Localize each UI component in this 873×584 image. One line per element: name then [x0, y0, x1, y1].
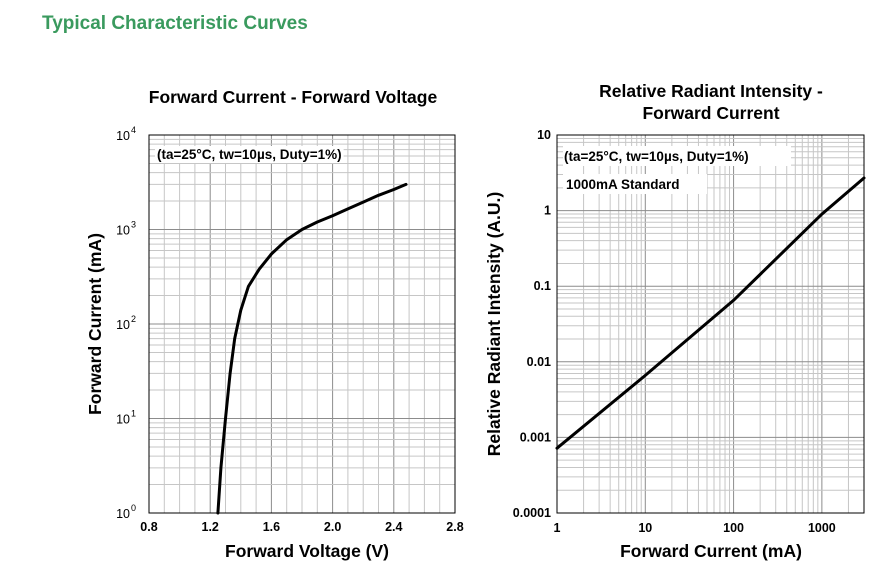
chart1-y-tick-label: 10	[116, 413, 130, 427]
chart1-y-tick-label: 10	[116, 507, 130, 521]
chart1-y-axis-label: Forward Current (mA)	[85, 233, 105, 415]
chart1-annotation: (ta=25°C, tw=10µs, Duty=1%)	[157, 147, 342, 162]
chart1-x-tick-label: 2.4	[385, 520, 402, 534]
chart2-title-line-1: Relative Radiant Intensity -	[599, 81, 823, 101]
chart2-x-tick-label: 10	[638, 521, 652, 535]
chart2-y-tick-label: 10	[537, 128, 551, 142]
chart1-y-tick-exponent: 4	[131, 125, 136, 135]
chart1-series-line	[216, 182, 408, 515]
chart1-y-tick-label: 10	[116, 129, 130, 143]
chart2-y-axis-label: Relative Radiant Intensity (A.U.)	[484, 192, 504, 457]
chart1-x-axis-label: Forward Voltage (V)	[225, 541, 389, 561]
chart2-frame	[556, 134, 865, 514]
chart1-x-tick-label: 1.6	[263, 520, 280, 534]
chart2-y-tick-label: 0.1	[534, 279, 551, 293]
chart1-y-tick-exponent: 1	[131, 409, 136, 419]
chart1-y-tick-label: 10	[116, 318, 130, 332]
chart1-y-tick-label: 10	[116, 224, 130, 238]
chart1-annotation-bg	[155, 146, 344, 163]
chart2-annotation: (ta=25°C, tw=10µs, Duty=1%)	[564, 149, 749, 164]
chart2-y-tick-label: 0.0001	[513, 506, 551, 520]
chart1-y-tick-exponent: 3	[131, 220, 136, 230]
chart2-y-tick-label: 1	[544, 204, 551, 218]
chart1-x-tick-label: 2.8	[446, 520, 463, 534]
chart2-x-tick-label: 1	[554, 521, 561, 535]
chart1-x-tick-label: 2.0	[324, 520, 341, 534]
chart2-y-tick-label: 0.01	[527, 355, 551, 369]
chart2-annotation-bg	[563, 146, 791, 166]
chart1-y-tick-exponent: 0	[131, 503, 136, 513]
chart2-x-axis-label: Forward Current (mA)	[620, 541, 802, 561]
chart2-annotation-standard: 1000mA Standard	[566, 177, 680, 192]
chart1-y-tick-exponent: 2	[131, 314, 136, 324]
chart2-x-tick-label: 1000	[808, 521, 836, 535]
chart2-title-line-2: Forward Current	[642, 103, 779, 123]
chart2-x-tick-label: 100	[723, 521, 744, 535]
chart2-y-tick-label: 0.001	[520, 430, 551, 444]
chart2-annotation2-bg	[563, 174, 707, 194]
chart2-series-line	[555, 176, 866, 450]
page-title: Typical Characteristic Curves	[42, 13, 308, 34]
chart1-x-tick-label: 1.2	[202, 520, 219, 534]
chart1-x-tick-label: 0.8	[140, 520, 157, 534]
chart1-title: Forward Current - Forward Voltage	[149, 87, 438, 107]
chart1-frame	[148, 134, 456, 514]
